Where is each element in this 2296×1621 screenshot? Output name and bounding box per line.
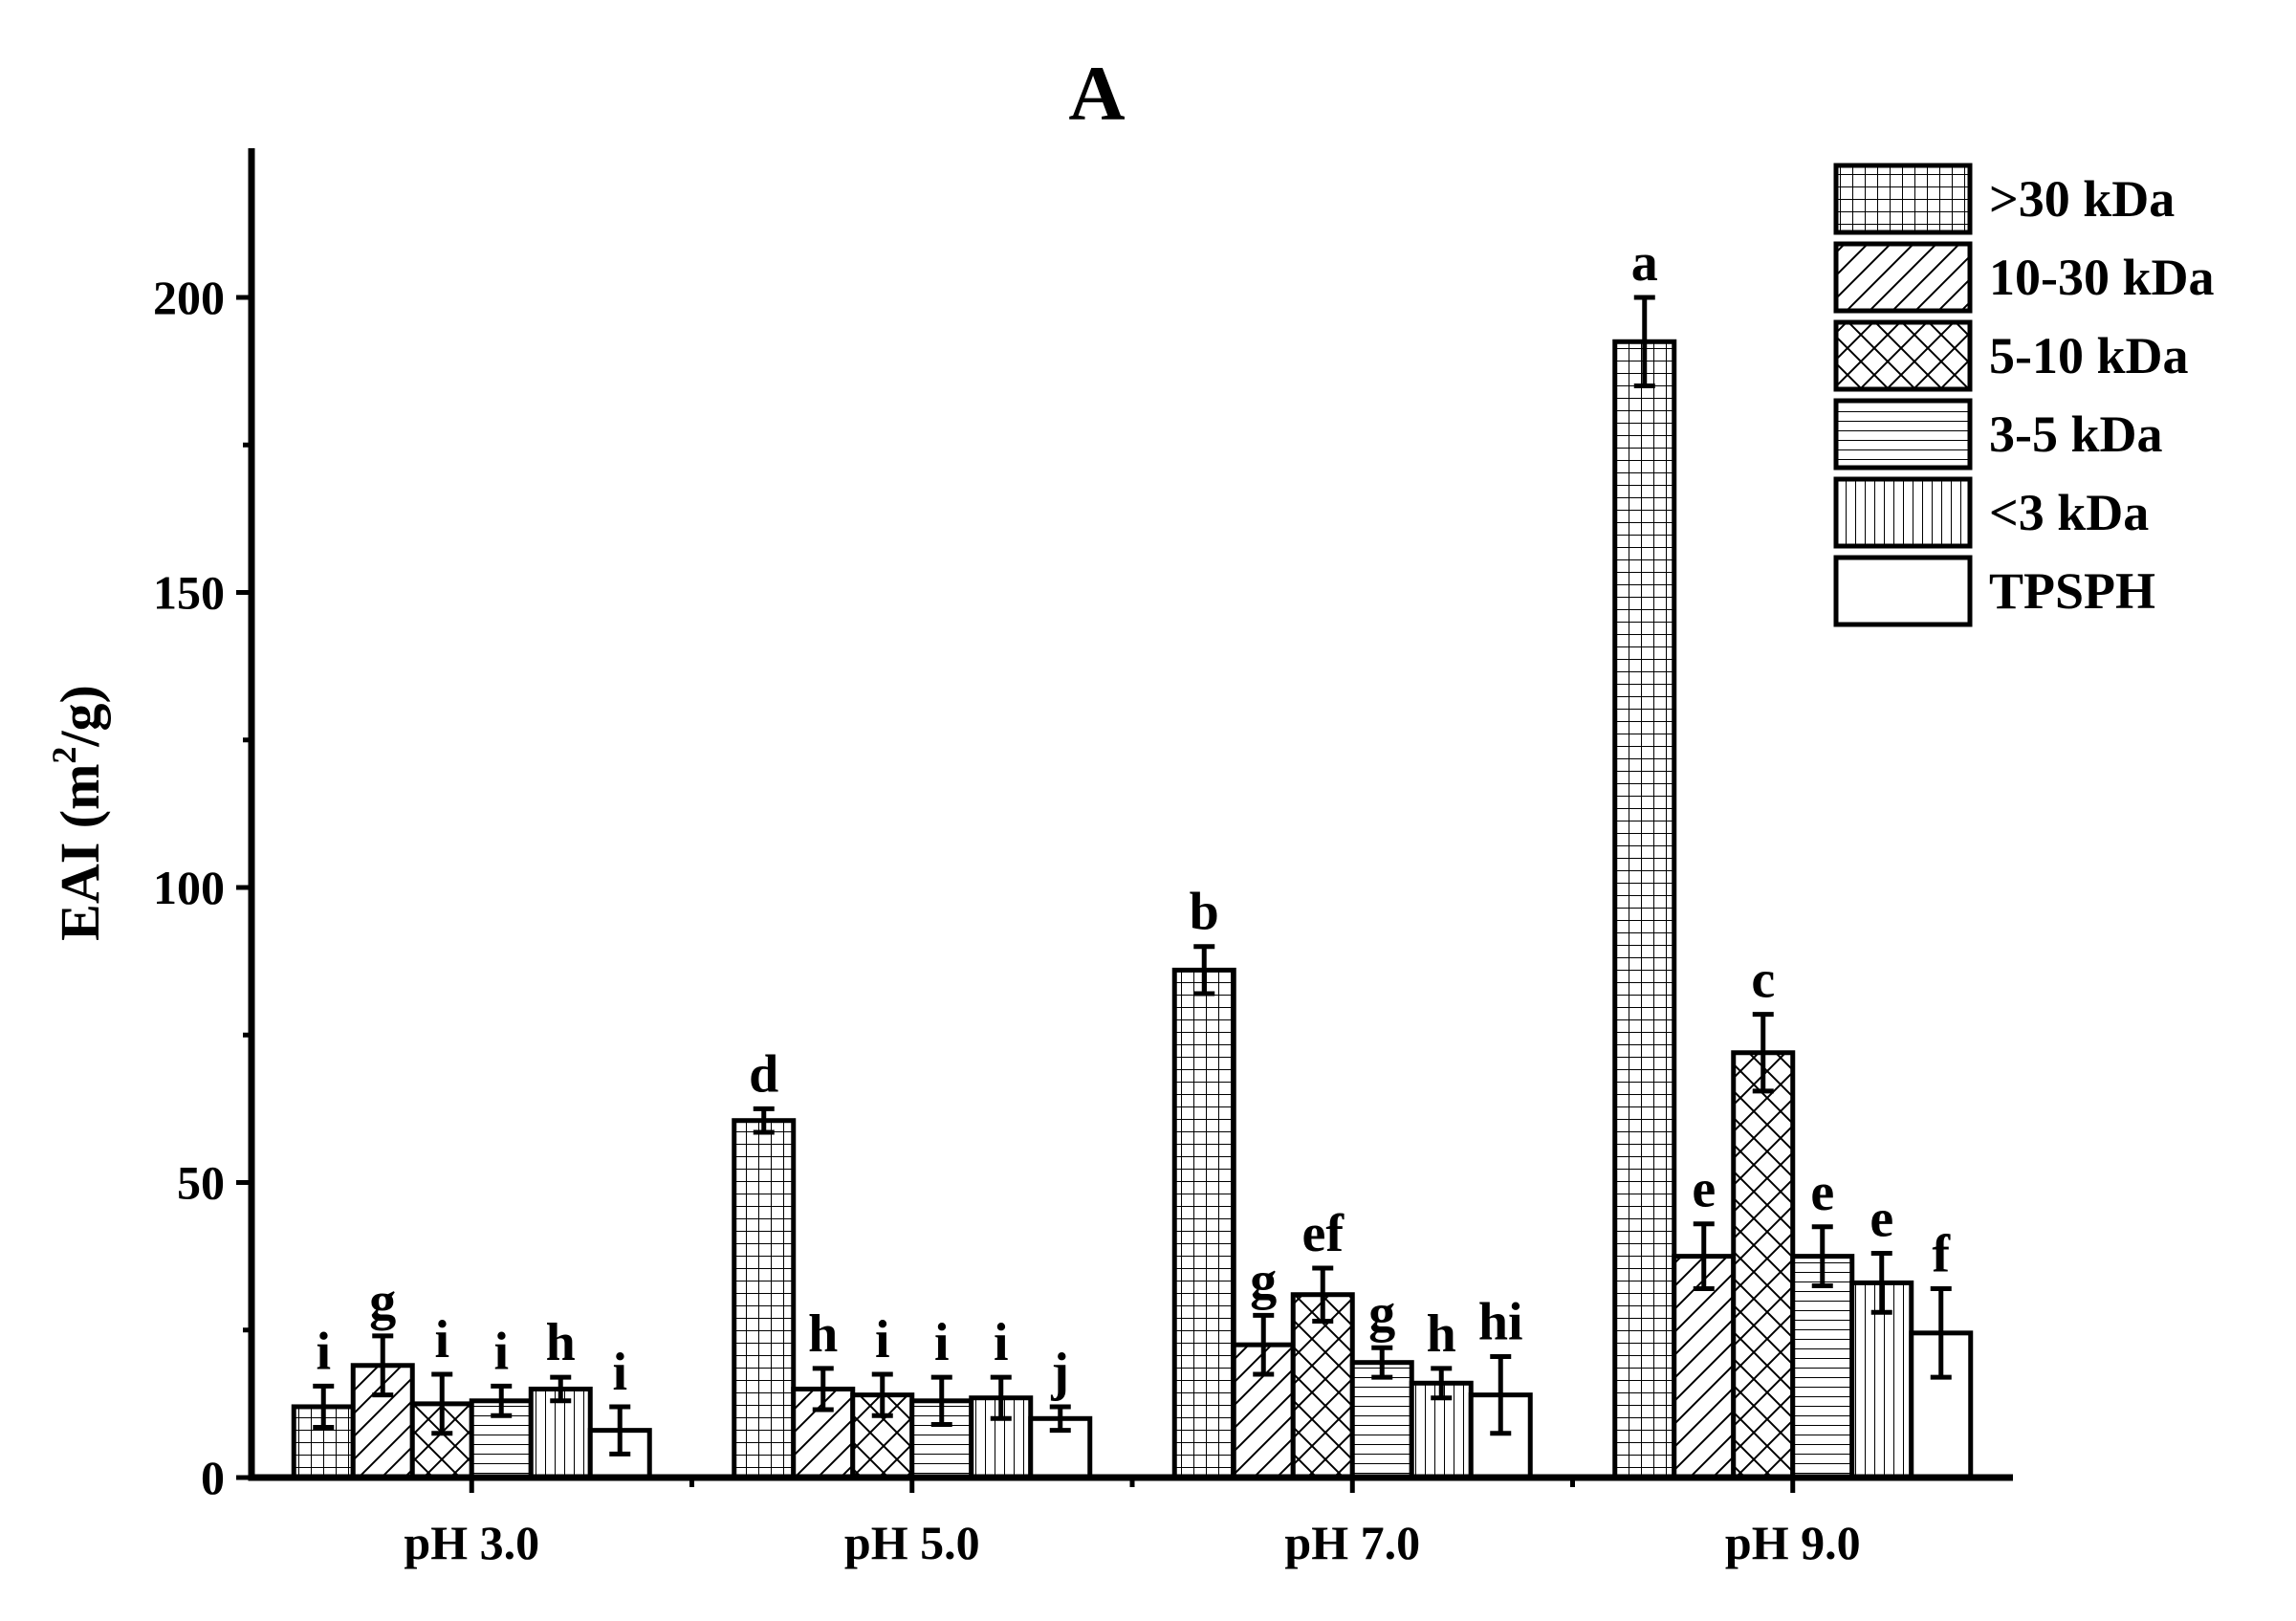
significance-label: e <box>1810 1163 1834 1222</box>
significance-label: ef <box>1301 1204 1345 1263</box>
legend-swatch <box>1833 555 1973 627</box>
error-bar <box>990 1374 1012 1421</box>
bar <box>1731 1050 1796 1480</box>
bar <box>1790 1254 1855 1480</box>
bar <box>1171 967 1236 1480</box>
error-bar <box>812 1366 834 1413</box>
y-axis-label-main: EAI (m <box>49 764 111 941</box>
legend-label: TPSPH <box>1989 562 2155 620</box>
y-tick-label: 0 <box>201 1451 225 1504</box>
significance-label: g <box>369 1272 396 1331</box>
significance-label: d <box>749 1044 778 1104</box>
bar <box>1349 1360 1414 1480</box>
error-bar <box>1752 1012 1774 1094</box>
error-bar <box>753 1106 775 1135</box>
error-bar <box>1312 1265 1334 1324</box>
error-bar <box>1870 1251 1892 1315</box>
chart-title: A <box>1068 50 1125 137</box>
y-tick-label: 200 <box>153 271 225 324</box>
y-axis-label-tail: /g) <box>49 685 111 747</box>
error-bar <box>313 1383 335 1431</box>
error-bar <box>1930 1286 1952 1380</box>
significance-label: i <box>994 1313 1009 1372</box>
x-tick-label: pH 7.0 <box>1284 1516 1420 1569</box>
significance-label: h <box>546 1313 576 1372</box>
significance-label: b <box>1190 883 1219 942</box>
significance-label: i <box>612 1343 627 1402</box>
bar <box>1612 339 1677 1480</box>
error-bar <box>1693 1221 1715 1292</box>
legend-swatch <box>1833 241 1973 314</box>
error-bar <box>1193 944 1215 997</box>
x-axis-ticks: pH 3.0 pH 5.0 pH 7.0 pH 9.0 <box>404 1478 1861 1569</box>
y-axis-ticks: 0 50 100 150 200 <box>153 271 251 1504</box>
legend-label: 3-5 kDa <box>1989 405 2163 463</box>
error-bar <box>1253 1312 1275 1377</box>
significance-label: e <box>1870 1190 1893 1249</box>
error-bar <box>1490 1354 1512 1436</box>
legend-label: 5-10 kDa <box>1989 327 2189 384</box>
error-bar <box>1371 1345 1393 1380</box>
error-bar <box>1811 1224 1833 1288</box>
legend-swatch <box>1833 398 1973 471</box>
y-tick-label: 100 <box>153 861 225 914</box>
significance-label: g <box>1250 1251 1277 1310</box>
y-axis-label-superscript: 2 <box>45 747 83 764</box>
error-bar <box>431 1371 453 1436</box>
x-tick-label: pH 5.0 <box>844 1516 980 1569</box>
error-bar <box>871 1371 893 1418</box>
error-bar <box>1049 1404 1071 1434</box>
significance-label: i <box>875 1310 890 1369</box>
legend-swatch <box>1833 163 1973 235</box>
error-bar <box>550 1374 572 1404</box>
bars <box>291 339 1974 1480</box>
legend-label: <3 kDa <box>1989 484 2149 541</box>
legend-label: 10-30 kDa <box>1989 249 2215 306</box>
error-bar <box>1633 295 1655 389</box>
error-bar <box>609 1404 631 1457</box>
error-bar <box>491 1383 513 1418</box>
significance-label: i <box>316 1322 331 1381</box>
x-tick-label: pH 3.0 <box>404 1516 539 1569</box>
significance-label: j <box>1050 1343 1069 1402</box>
significance-label: f <box>1932 1225 1951 1284</box>
legend: >30 kDa 10-30 kDa 5-10 kDa 3-5 kDa <3 kDa TPS… <box>1833 163 2215 627</box>
error-bar <box>372 1333 394 1398</box>
significance-label: h <box>1427 1304 1456 1364</box>
legend-label: >30 kDa <box>1989 170 2175 228</box>
significance-label: i <box>934 1313 950 1372</box>
error-bars <box>313 295 1952 1457</box>
significance-label: hi <box>1478 1293 1523 1352</box>
legend-swatch <box>1833 319 1973 392</box>
significance-label: a <box>1631 233 1658 293</box>
bar <box>1672 1254 1737 1480</box>
y-tick-label: 50 <box>177 1156 225 1210</box>
error-bar <box>1431 1366 1453 1401</box>
significance-label: c <box>1751 951 1775 1010</box>
significance-label: g <box>1368 1283 1395 1343</box>
legend-swatch <box>1833 476 1973 549</box>
significance-label: e <box>1692 1160 1716 1219</box>
significance-label: i <box>434 1310 449 1369</box>
y-axis-label: EAI (m2/g) <box>45 685 111 941</box>
axes <box>248 148 2013 1481</box>
error-bar <box>930 1374 952 1427</box>
x-tick-label: pH 9.0 <box>1725 1516 1861 1569</box>
y-tick-label: 150 <box>153 566 225 620</box>
bar <box>732 1118 797 1480</box>
significance-label: h <box>808 1304 838 1364</box>
significance-label: i <box>493 1322 509 1381</box>
